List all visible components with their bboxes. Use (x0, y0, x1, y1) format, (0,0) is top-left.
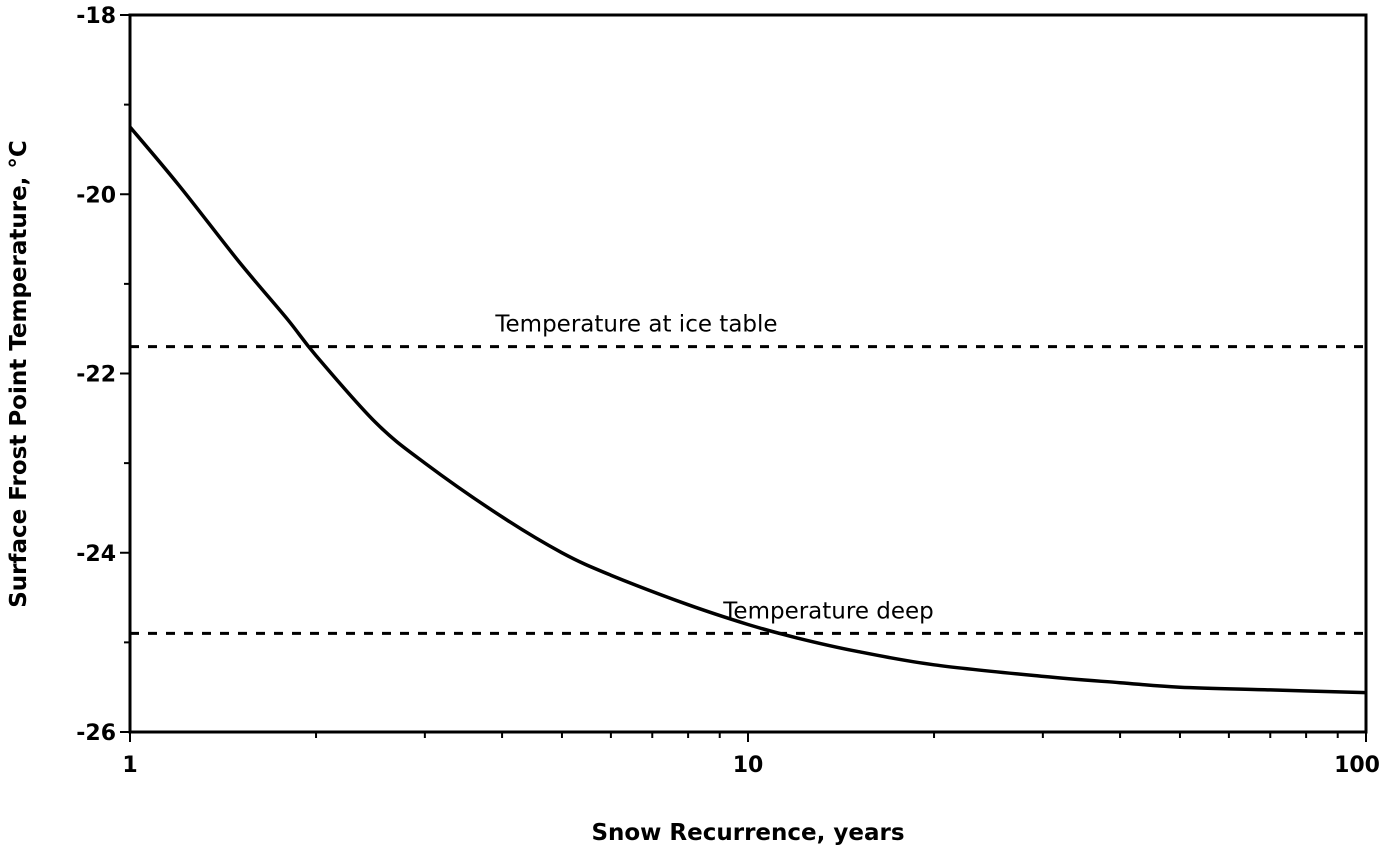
y-tick-label: -24 (76, 542, 116, 567)
x-tick-label: 100 (1334, 753, 1380, 778)
series-layer (128, 125, 1367, 695)
reference-line-label: Temperature at ice table (494, 312, 777, 338)
y-tick-label: -20 (76, 183, 116, 208)
y-tick-label: -22 (76, 363, 116, 388)
y-tick-label: -18 (76, 4, 116, 29)
x-tick-label: 1 (122, 753, 137, 778)
y-axis-ticks: -18 -20 -22 -24 -26 (76, 4, 130, 746)
x-axis-ticks: 1 10 100 (122, 732, 1380, 778)
x-tick-label: 10 (733, 753, 764, 778)
x-axis-title: Snow Recurrence, years (591, 820, 904, 846)
reference-lines: Temperature at ice table Temperature deep (130, 312, 1366, 635)
reference-line-label: Temperature deep (722, 598, 934, 624)
y-axis-title: Surface Frost Point Temperature, °C (6, 140, 32, 608)
series-line (128, 125, 1367, 695)
y-tick-label: -26 (76, 721, 116, 746)
